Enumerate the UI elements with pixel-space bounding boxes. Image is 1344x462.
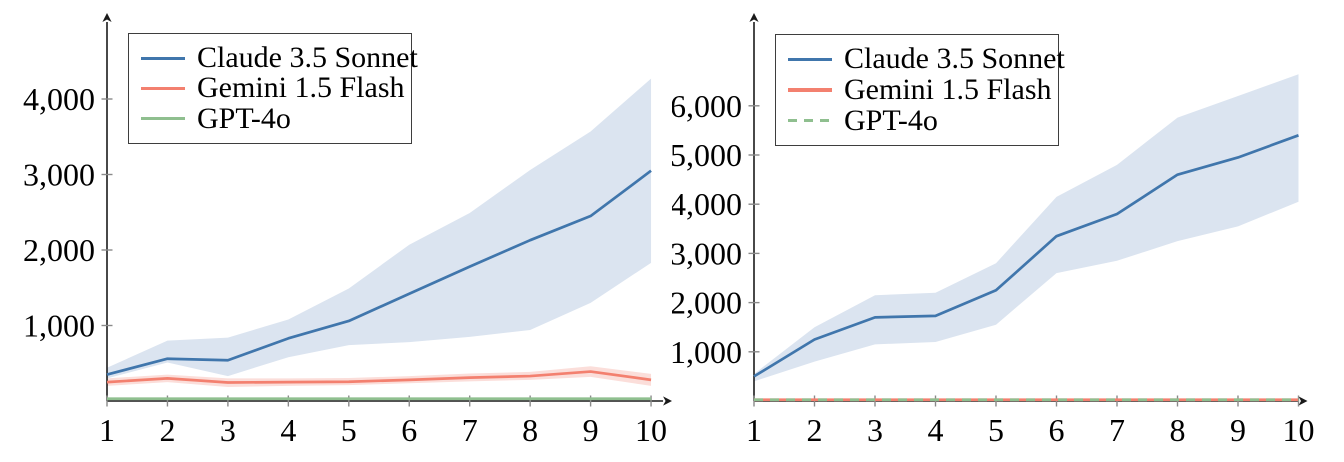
x-tick-label: 4 [928,412,944,448]
legend-line-sample-gpt4o [788,119,832,123]
x-tick-label: 3 [220,412,236,448]
x-tick-label: 10 [635,412,667,448]
legend-right: Claude 3.5 Sonnet Gemini 1.5 Flash GPT-4… [775,34,1065,146]
legend-line-sample-claude [141,56,185,60]
x-tick-label: 10 [1283,412,1315,448]
x-tick-label: 5 [988,412,1004,448]
x-tick-label: 1 [746,412,762,448]
legend-line-sample-gemini [788,88,832,92]
y-tick-label: 3,000 [672,235,742,271]
y-tick-label: 6,000 [672,88,742,124]
x-tick-label: 7 [1109,412,1125,448]
x-tick-label: 6 [401,412,417,448]
legend-line-sample-gpt4o [141,117,185,121]
legend-left: Claude 3.5 Sonnet Gemini 1.5 Flash GPT-4… [128,33,418,144]
x-tick-label: 9 [1230,412,1246,448]
x-axis-arrow [1298,396,1308,406]
gemini-1-5-flash-band [107,366,652,388]
legend-entry: Claude 3.5 Sonnet [141,43,418,73]
x-tick-label: 6 [1049,412,1065,448]
chart-right: 1,000 2,000 3,000 4,000 5,000 6,000 1 2 3 4 5 6 7 8 9 1… [672,0,1344,462]
legend-entry: Gemini 1.5 Flash [788,75,1052,106]
legend-entry: GPT-4o [788,105,1044,136]
y-tick-label: 1,000 [672,334,742,370]
x-tick-label: 2 [159,412,175,448]
x-tick-label: 2 [807,412,823,448]
claude-3-5-sonnet-band [107,78,652,379]
x-tick-label: 9 [583,412,599,448]
claude-3-5-sonnet-line [106,169,652,376]
y-axis-arrow [102,13,112,22]
legend-label-gemini: Gemini 1.5 Flash [844,73,1052,106]
x-tick-label: 8 [522,412,538,448]
y-tick-label: 1,000 [23,308,95,344]
x-tick-label: 7 [462,412,478,448]
x-tick-label: 3 [867,412,883,448]
legend-label-gpt4o: GPT-4o [844,103,938,137]
x-tick-label: 1 [99,412,115,448]
y-tick-label: 2,000 [23,232,95,268]
x-tick-label: 8 [1170,412,1186,448]
claude-3-5-sonnet-band [754,74,1299,382]
chart-right-canvas: 1,000 2,000 3,000 4,000 5,000 6,000 1 2 3 4 5 6 7 8 9 1… [672,13,1315,448]
chart-left: 1,000 2,000 3,000 4,000 1 2 3 4 5 6 7 8 9 10 Claude 3… [23,13,672,448]
x-tick-label: 5 [341,412,357,448]
legend-label-claude: Claude 3.5 Sonnet [844,42,1065,76]
legend-line-sample-claude [788,57,832,61]
legend-label-gpt4o: GPT-4o [197,101,291,135]
claude-3-5-sonnet-line [753,134,1299,378]
legend-entry: GPT-4o [141,101,397,135]
y-tick-label: 4,000 [672,186,742,222]
legend-label-gemini: Gemini 1.5 Flash [197,71,405,105]
y-tick-label: 2,000 [672,285,742,321]
chart-left-canvas: 1,000 2,000 3,000 4,000 1 2 3 4 5 6 7 8 9 10 [23,13,672,448]
legend-label-claude: Claude 3.5 Sonnet [197,41,418,75]
y-tick-label: 4,000 [23,81,95,117]
x-tick-label: 4 [280,412,296,448]
y-axis-arrow [749,13,759,22]
legend-line-sample-gemini [141,86,185,91]
legend-entry: Claude 3.5 Sonnet [788,44,1065,75]
legend-entry: Gemini 1.5 Flash [141,73,405,103]
y-tick-label: 3,000 [23,157,95,193]
y-tick-label: 5,000 [672,137,742,173]
x-axis-arrow [663,396,672,406]
gemini-1-5-flash-line [106,370,652,384]
